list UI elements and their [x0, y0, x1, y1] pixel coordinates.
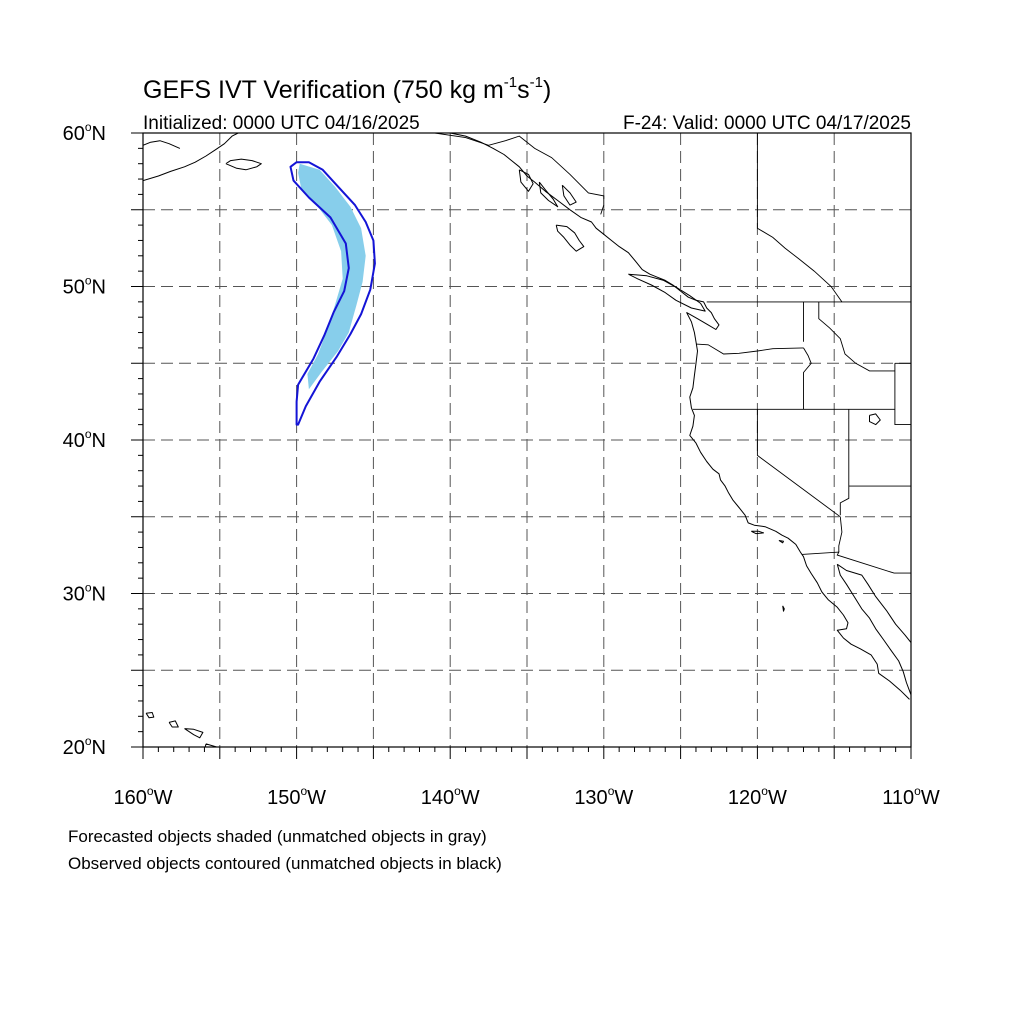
- lon-label: 120oW: [728, 784, 787, 809]
- lon-label: 150oW: [267, 784, 326, 809]
- lat-label: 40oN: [63, 427, 106, 452]
- caption-forecast: Forecasted objects shaded (unmatched obj…: [68, 827, 487, 846]
- channel-island-1: [751, 530, 764, 535]
- alaska-peninsula-coast: [143, 133, 239, 182]
- lat-label: 20oN: [63, 734, 106, 759]
- oregon-idaho-border: [803, 347, 812, 410]
- valid-time-subtitle: F-24: Valid: 0000 UTC 04/17/2025: [623, 113, 911, 134]
- latitude-labels: 60oN 50oN 40oN 30oN 20oN: [63, 120, 106, 759]
- lat-label: 50oN: [63, 274, 106, 299]
- mexico-mainland-gulf-coast: [837, 563, 911, 643]
- chart-title: GEFS IVT Verification (750 kg m-1s-1): [143, 74, 551, 104]
- axis-ticks: [131, 132, 912, 759]
- nevada-utah-border: [839, 409, 850, 516]
- vancouver-island: [628, 273, 706, 312]
- longitude-labels: 160oW 150oW 140oW 130oW 120oW 110oW: [114, 784, 940, 809]
- hawaii-oahu: [168, 720, 179, 728]
- washington-oregon-border: [695, 343, 804, 355]
- lat-label: 30oN: [63, 581, 106, 606]
- channel-island-2: [778, 540, 784, 544]
- lon-label: 110oW: [882, 784, 940, 809]
- forecast-ivt-object: [298, 163, 366, 390]
- lat-label: 60oN: [63, 120, 106, 145]
- gridlines: [143, 133, 911, 747]
- observed-objects-layer: [289, 161, 376, 426]
- observed-ivt-object: [289, 161, 376, 426]
- alaska-upper-coast: [143, 140, 181, 149]
- us-mexico-border: [801, 551, 911, 574]
- caption-observed: Observed objects contoured (unmatched ob…: [68, 854, 502, 873]
- hawaii-kauai: [145, 712, 155, 719]
- forecast-objects-layer: [298, 163, 366, 390]
- lon-label: 140oW: [421, 784, 480, 809]
- alaska-panhandle-island-1: [518, 169, 534, 192]
- gulf-of-california-baja-coast: [836, 564, 911, 695]
- kodiak-island: [225, 158, 262, 171]
- haida-gwaii: [555, 224, 585, 252]
- north-america-pacific-coastline: [450, 133, 910, 700]
- california-nevada-border: [756, 409, 841, 518]
- california-arizona-border: [838, 516, 843, 553]
- guadalupe-island: [782, 605, 785, 612]
- canada-internal-boundary: [756, 133, 843, 303]
- idaho-montana-border: [818, 301, 895, 372]
- lon-label: 160oW: [114, 784, 173, 809]
- init-time-subtitle: Initialized: 0000 UTC 04/16/2025: [143, 113, 420, 134]
- alaska-canada-border: [434, 133, 605, 215]
- great-salt-lake: [869, 413, 881, 426]
- lon-label: 130oW: [574, 784, 633, 809]
- wyoming-border: [894, 363, 911, 426]
- alaska-panhandle-island-3: [561, 184, 577, 206]
- alaska-panhandle-island-2: [538, 181, 559, 208]
- coastlines-layer: [143, 133, 911, 747]
- hawaii-molokai-maui: [184, 728, 204, 739]
